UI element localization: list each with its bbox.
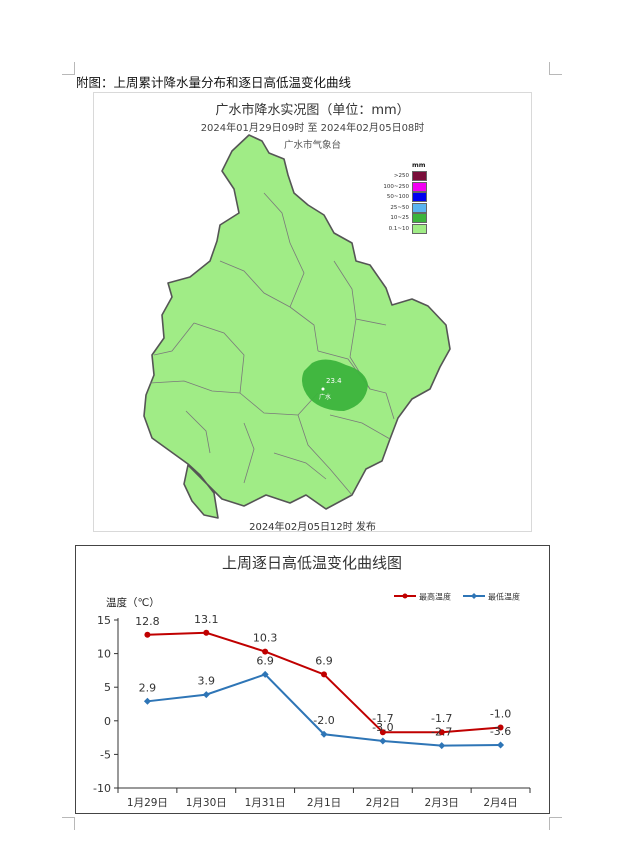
y-tick-label: 5 [104,681,111,694]
data-label: 6.9 [256,654,274,667]
x-tick-label: 2月4日 [483,797,517,809]
legend-item: 10~25 [382,213,427,224]
station-value: 23.4 [326,377,342,385]
township-boundaries [149,192,395,496]
data-point [144,631,151,638]
data-point [497,741,505,749]
legend-item: 25~50 [382,202,427,214]
figure-caption: 附图：上周累计降水量分布和逐日高低温变化曲线 [76,75,352,90]
county-outline [143,134,451,519]
data-point [321,671,327,678]
y-tick-label: -5 [100,748,111,761]
data-label: -1.0 [490,708,511,721]
y-tick-label: 10 [97,648,111,661]
legend-swatch [412,213,427,224]
map-footer: 2024年02月05日12时 发布 [249,522,376,533]
legend-marker [471,593,477,599]
data-point [379,729,386,736]
map-period: 2024年01月29日09时 至 2024年02月05日08时 [200,123,425,134]
data-label: 3.9 [198,675,216,688]
data-label: -3.6 [490,725,511,738]
legend-swatch [412,223,427,234]
data-label: -2.7 [431,726,452,739]
data-point [320,730,328,738]
data-point [262,648,269,655]
y-tick-label: 0 [104,715,111,728]
data-point [143,697,151,705]
data-point [261,670,269,678]
data-point [438,729,445,736]
legend-label: 25~50 [390,204,409,211]
station-name: 广水 [319,393,331,401]
legend-marker [402,593,408,599]
legend-label: 50~100 [386,194,409,201]
legend-label: 100~250 [383,183,409,190]
legend-swatch [412,192,427,203]
legend-label: >250 [393,173,409,180]
data-label: -3.0 [372,721,393,734]
crop-mark [62,62,75,75]
data-label: 13.1 [194,613,219,626]
precipitation-area-10-25 [302,359,368,411]
legend-item: 50~100 [382,192,427,203]
data-point [438,742,446,750]
data-label: 6.9 [315,654,333,667]
map-graphic: 23.4 广水 [143,134,451,519]
map-title: 广水市降水实况图（单位：mm） [215,103,410,118]
station-marker [321,387,325,391]
map-issuer: 广水市气象台 [283,140,341,151]
data-label: 2.9 [139,681,157,694]
legend-label: 0.1~10 [388,225,409,232]
x-tick-label: 1月29日 [127,797,168,809]
data-point [202,691,210,699]
legend-label: 最高温度 [419,592,451,602]
crop-mark [549,62,562,75]
x-tick-label: 1月30日 [186,797,227,809]
data-label: -1.7 [431,712,452,725]
data-label: -1.7 [372,712,393,725]
data-point [497,724,504,731]
x-tick-label: 1月31日 [245,797,286,809]
chart-title: 上周逐日高低温变化曲线图 [222,554,402,572]
y-axis-label: 温度（℃） [106,596,160,609]
map-legend: mm >250 100~250 50~100 25~50 10~25 0.1~10 [382,161,427,234]
data-label: 10.3 [253,632,278,645]
x-tick-label: 2月1日 [307,797,341,809]
y-tick-label: 15 [97,614,111,627]
y-tick-label: -10 [93,782,111,795]
legend-swatch [412,202,427,213]
legend-item: 100~250 [382,181,427,193]
legend-swatch [412,171,427,182]
legend-label: 10~25 [390,215,409,222]
legend-swatch [412,181,427,192]
legend-item: 0.1~10 [382,223,427,235]
legend-item: >250 [382,171,427,182]
crop-mark [62,817,75,830]
legend-unit: mm [412,161,426,169]
crop-mark [549,817,562,830]
precipitation-map: 23.4 广水 广水市降水实况图（单位：mm） 2024年01月29日09时 至… [93,92,532,533]
data-point [203,629,210,636]
x-tick-label: 2月3日 [425,797,459,809]
data-point [379,737,387,745]
legend-label: 最低温度 [488,592,520,602]
data-label: 12.8 [135,615,160,628]
data-label: -2.0 [313,714,334,727]
x-tick-label: 2月2日 [366,797,400,809]
temperature-chart: 上周逐日高低温变化曲线图温度（℃） 15 10 5 0 -5 -10 1月29日 1月30日 1月… [75,545,550,814]
